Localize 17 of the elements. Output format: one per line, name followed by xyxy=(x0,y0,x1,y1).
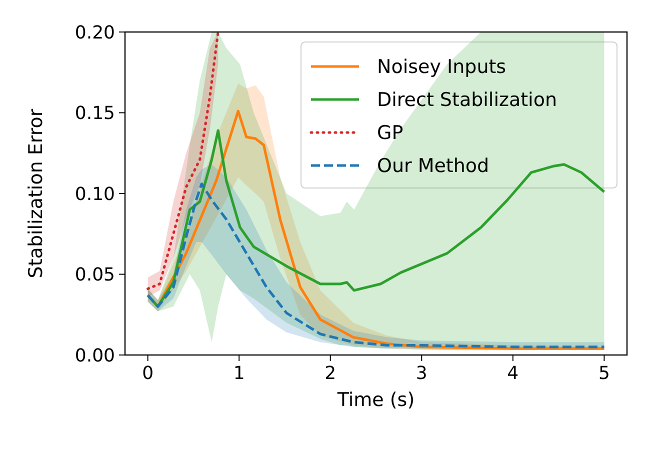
x-tick-label: 3 xyxy=(416,363,428,384)
y-axis-title: Stabilization Error xyxy=(25,108,47,278)
legend-label: GP xyxy=(377,122,404,144)
x-tick-label: 0 xyxy=(142,363,154,384)
legend-label: Our Method xyxy=(377,155,490,178)
y-tick-label: 0.10 xyxy=(74,184,115,205)
x-tick-label: 2 xyxy=(324,363,336,384)
x-tick-label: 4 xyxy=(507,363,519,384)
legend-label: Noisey Inputs xyxy=(377,56,506,78)
y-tick-label: 0.20 xyxy=(74,22,115,44)
x-tick-label: 1 xyxy=(233,363,245,384)
x-axis-title: Time (s) xyxy=(336,389,415,411)
y-tick-label: 0.05 xyxy=(74,264,115,286)
legend-label: Direct Stabilization xyxy=(377,89,557,112)
x-tick-label: 5 xyxy=(598,363,610,384)
y-tick-label: 0.15 xyxy=(74,103,115,124)
y-tick-label: 0.00 xyxy=(74,345,115,366)
